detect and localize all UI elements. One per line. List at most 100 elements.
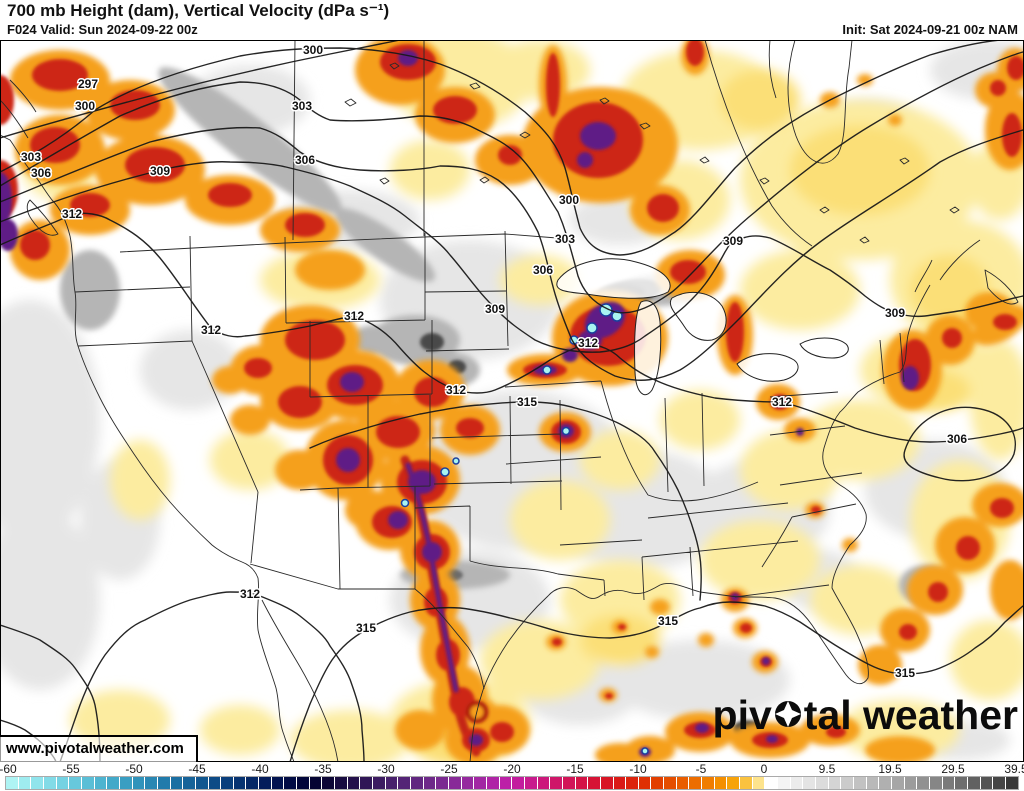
colorbar-cell — [904, 777, 918, 789]
colorbar-cell — [119, 777, 133, 789]
contour-label: 312 — [578, 336, 598, 350]
colorbar-cell — [879, 777, 892, 789]
colorbar-cell — [714, 777, 728, 789]
colorbar-cell — [132, 777, 146, 789]
contour-label: 300 — [559, 193, 579, 207]
colorbar-cell — [499, 777, 513, 789]
colorbar-cell — [170, 777, 184, 789]
colorbar-cell — [322, 777, 336, 789]
contour-label: 297 — [78, 77, 98, 91]
colorbar-cell — [917, 777, 930, 789]
colorbar-cell — [297, 777, 310, 789]
contour-label: 306 — [947, 432, 967, 446]
colorbar-cell — [664, 777, 677, 789]
colorbar-cell — [993, 777, 1006, 789]
colorbar-cell — [145, 777, 158, 789]
colorbar-cell — [246, 777, 260, 789]
colorbar-cell — [335, 777, 348, 789]
contour-label: 300 — [303, 43, 323, 57]
colorbar-cell — [537, 777, 551, 789]
contour-label: 312 — [240, 587, 260, 601]
page-title: 700 mb Height (dam), Vertical Velocity (… — [7, 1, 390, 20]
state-borders-layer — [0, 40, 1019, 762]
colorbar-cell — [309, 777, 323, 789]
contour-label: 306 — [31, 166, 51, 180]
colorbar-cell — [43, 777, 57, 789]
colorbar-tick-label: 0 — [760, 762, 768, 776]
colorbar-tick-label: -25 — [440, 762, 458, 776]
colorbar-cell — [790, 777, 804, 789]
colorbar-cell — [474, 777, 487, 789]
contour-label: 306 — [295, 153, 315, 167]
contour-label: 312 — [201, 323, 221, 337]
colorbar-cell — [967, 777, 981, 789]
colorbar-cell — [284, 777, 298, 789]
colorbar-cell — [233, 777, 247, 789]
colorbar-cell — [81, 777, 95, 789]
colorbar-cell — [1005, 777, 1018, 789]
colorbar-cell — [398, 777, 411, 789]
colorbar-tick-label: -10 — [629, 762, 647, 776]
weather-map-svg: 297 300 300 300 303 303 303 306 306 306 306 309 309 3… — [0, 40, 1024, 762]
contour-label: 309 — [485, 302, 505, 316]
colorbar-cell — [853, 777, 867, 789]
colorbar-cell — [360, 777, 374, 789]
colorbar-cell — [385, 777, 399, 789]
header: 700 mb Height (dam), Vertical Velocity (… — [0, 0, 1024, 40]
colorbar-cell — [31, 777, 44, 789]
colorbar-cell — [740, 777, 753, 789]
colorbar-cell — [689, 777, 703, 789]
contour-labels-layer: 297 300 300 300 303 303 303 306 306 306 306 309 309 3… — [19, 42, 968, 682]
colorbar-cell — [195, 777, 209, 789]
colorbar-cell — [727, 777, 741, 789]
logo-compass-icon — [773, 699, 803, 729]
colorbar-cell — [929, 777, 943, 789]
colorbar-cell — [411, 777, 424, 789]
colorbar-cell — [752, 777, 766, 789]
colorbar-cell — [638, 777, 652, 789]
colorbar-cell — [461, 777, 475, 789]
contour-label: 303 — [21, 150, 41, 164]
contour-label: 315 — [356, 621, 376, 635]
colorbar-cell — [702, 777, 715, 789]
colorbar-cell — [512, 777, 525, 789]
colorbar-cell — [347, 777, 361, 789]
contour-label: 312 — [344, 309, 364, 323]
colorbar-cell — [183, 777, 196, 789]
colorbar-tick-label: -35 — [314, 762, 332, 776]
colorbar-cell — [157, 777, 171, 789]
valid-time: F024 Valid: Sun 2024-09-22 00z — [7, 22, 198, 37]
colorbar-cell — [271, 777, 285, 789]
colorbar-cell — [980, 777, 994, 789]
logo-text-pre: piv — [712, 692, 772, 738]
colorbar-cell — [626, 777, 639, 789]
colorbar-cell — [562, 777, 576, 789]
colorbar-tick-row: -60 -55 -50 -45 -40 -35 -30 -25 -20 -15 -10 -5 0 9.5 1… — [0, 762, 1024, 777]
contour-label: 300 — [75, 99, 95, 113]
colorbar-cell — [6, 777, 19, 789]
colorbar-cell — [765, 777, 779, 789]
colorbar-tick-label: -40 — [251, 762, 269, 776]
colorbar-tick-label: 9.5 — [818, 762, 836, 776]
colorbar-scale — [5, 776, 1019, 790]
colorbar-cell — [221, 777, 234, 789]
contour-label: 309 — [885, 306, 905, 320]
colorbar-tick-label: -30 — [377, 762, 395, 776]
colorbar-cell — [18, 777, 32, 789]
init-time: Init: Sat 2024-09-21 00z NAM — [842, 22, 1018, 37]
colorbar-cell — [373, 777, 386, 789]
colorbar-tick-label: -50 — [125, 762, 143, 776]
colorbar-tick-label: -55 — [62, 762, 80, 776]
colorbar-cell — [486, 777, 500, 789]
colorbar-cell — [803, 777, 816, 789]
colorbar-cell — [550, 777, 563, 789]
contour-label: 303 — [292, 99, 312, 113]
colorbar-cell — [942, 777, 956, 789]
colorbar-cell — [600, 777, 614, 789]
colorbar-cell — [56, 777, 70, 789]
colorbar-cell — [208, 777, 222, 789]
colorbar-cell — [841, 777, 854, 789]
logo-text-post: tal weather — [803, 692, 1018, 738]
contour-label: 315 — [658, 614, 678, 628]
